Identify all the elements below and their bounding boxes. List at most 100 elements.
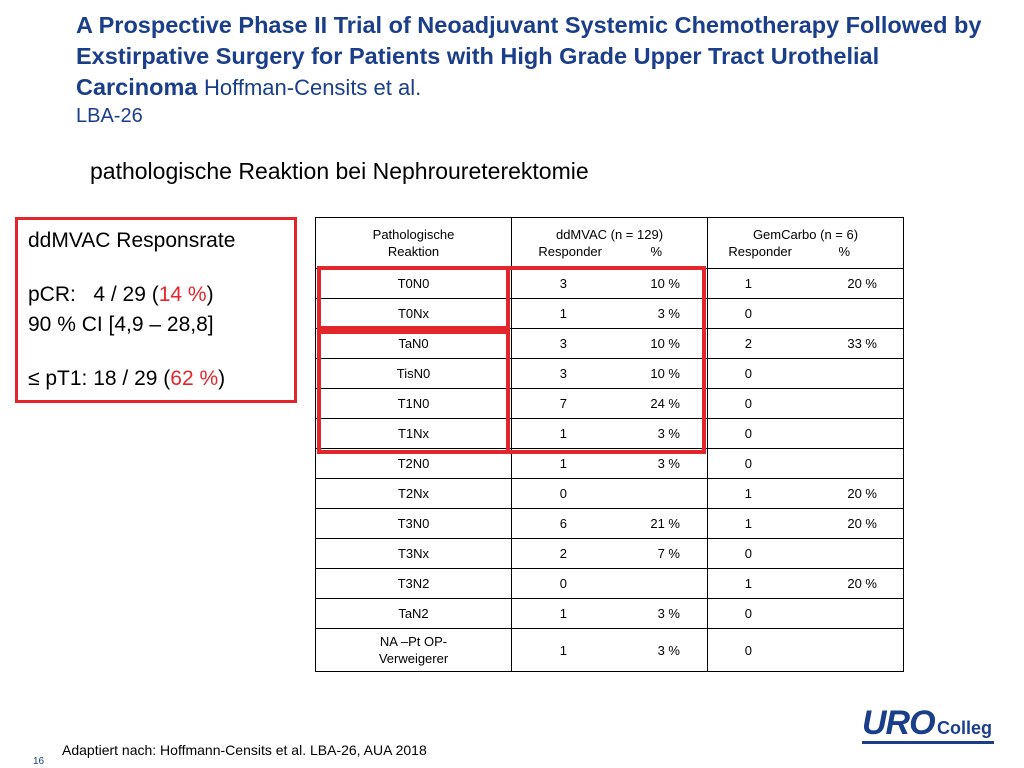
footer-source: Adaptiert nach: Hoffmann-Censits et al. … <box>62 742 427 758</box>
ddmvac-cell-percent: 3 % <box>657 606 680 621</box>
gemcarbo-cell: 2 33 % <box>707 328 904 359</box>
logo-underline <box>862 741 994 744</box>
ddmvac-cell-count: 1 <box>559 642 567 658</box>
header-gemcarbo: GemCarbo (n = 6) Responder % <box>707 217 904 269</box>
ddmvac-cell: 3 10 % <box>511 328 708 359</box>
table-row: T3N0 6 21 % 1 20 % <box>315 508 904 539</box>
gemcarbo-cell: 0 <box>707 628 904 672</box>
pcr-value: 14 % <box>158 283 207 306</box>
highlight-pcr-box <box>317 266 510 330</box>
ddmvac-cell-count: 1 <box>559 456 567 471</box>
title-authors: Hoffman-Censits et al. <box>204 75 422 100</box>
gemcarbo-cell-count: 0 <box>744 396 752 411</box>
ddmvac-cell: 1 3 % <box>511 298 708 329</box>
logo-colleg: Colleg <box>937 718 993 738</box>
ddmvac-cell: 1 3 % <box>511 628 708 672</box>
row-label: T2Nx <box>315 478 512 509</box>
logo-uro: URO <box>862 704 936 742</box>
pt1-suffix: ) <box>218 367 226 390</box>
slide-subtitle: pathologische Reaktion bei Nephrouretere… <box>90 158 589 184</box>
page-number: 16 <box>33 756 45 767</box>
results-table: Pathologische Reaktion ddMVAC (n = 129) … <box>315 217 904 672</box>
results-table-wrap: Pathologische Reaktion ddMVAC (n = 129) … <box>315 217 904 672</box>
gemcarbo-cell-count: 0 <box>744 642 752 658</box>
gemcarbo-cell: 0 <box>707 448 904 479</box>
ddmvac-cell-percent: 10 % <box>650 366 680 381</box>
gemcarbo-cell: 0 <box>707 298 904 329</box>
header-gemcarbo-title: GemCarbo (n = 6) <box>752 227 859 242</box>
table-row: T0Nx 1 3 % 0 <box>315 298 904 329</box>
ddmvac-cell-percent: 10 % <box>650 276 680 291</box>
spacer <box>28 256 294 280</box>
row-label: T1Nx <box>315 418 512 449</box>
row-label: T3N0 <box>315 508 512 539</box>
gemcarbo-cell: 1 20 % <box>707 478 904 509</box>
gemcarbo-cell: 1 20 % <box>707 508 904 539</box>
ddmvac-cell-count: 0 <box>559 576 567 591</box>
ddmvac-cell-percent: 7 % <box>657 546 680 561</box>
ddmvac-cell-percent: 3 % <box>657 456 680 471</box>
ddmvac-cell: 3 10 % <box>511 358 708 389</box>
gemcarbo-cell-count: 0 <box>744 426 752 441</box>
row-label-line1: NA –Pt OP- <box>379 634 448 649</box>
ddmvac-cell-percent: 3 % <box>657 426 680 441</box>
gemcarbo-cell: 0 <box>707 418 904 449</box>
header-ddmvac-percent: % <box>650 244 662 259</box>
gemcarbo-cell: 0 <box>707 358 904 389</box>
table-row: TaN2 1 3 % 0 <box>315 598 904 629</box>
gemcarbo-cell-count: 0 <box>744 306 752 321</box>
ddmvac-cell: 0 <box>511 478 708 509</box>
header-reaction-line2: Reaktion <box>387 244 440 259</box>
gemcarbo-cell-percent: 20 % <box>847 486 877 501</box>
pt1-line: ≤ pT1: 18 / 29 (62 %) <box>28 364 294 394</box>
table-row: T2N0 1 3 % 0 <box>315 448 904 479</box>
row-label: TaN2 <box>315 598 512 629</box>
gemcarbo-cell-percent: 33 % <box>847 336 877 351</box>
header-ddmvac-title: ddMVAC (n = 129) <box>555 227 664 242</box>
gemcarbo-cell-count: 0 <box>744 366 752 381</box>
table-row: T3N2 0 1 20 % <box>315 568 904 599</box>
table-row: T3Nx 2 7 % 0 <box>315 538 904 569</box>
ddmvac-cell-percent: 10 % <box>650 336 680 351</box>
gemcarbo-cell: 1 20 % <box>707 268 904 299</box>
response-heading: ddMVAC Responsrate <box>28 229 236 252</box>
spacer <box>28 340 294 364</box>
table-header-row: Pathologische Reaktion ddMVAC (n = 129) … <box>315 217 904 269</box>
row-label: T1N0 <box>315 388 512 419</box>
ddmvac-cell: 6 21 % <box>511 508 708 539</box>
ddmvac-cell-count: 7 <box>559 396 567 411</box>
pt1-value: 62 % <box>170 367 219 390</box>
pcr-line: pCR: 4 / 29 (14 %) <box>28 280 294 310</box>
row-label: NA –Pt OP- Verweigerer <box>315 628 512 672</box>
ddmvac-cell-count: 3 <box>559 336 567 351</box>
ddmvac-cell-count: 1 <box>559 306 567 321</box>
table-row: T1N0 7 24 % 0 <box>315 388 904 419</box>
gemcarbo-cell-count: 0 <box>744 456 752 471</box>
gemcarbo-cell-count: 1 <box>744 516 752 531</box>
ddmvac-cell-count: 1 <box>559 606 567 621</box>
gemcarbo-cell-count: 1 <box>744 576 752 591</box>
header-ddmvac: ddMVAC (n = 129) Responder % <box>511 217 708 269</box>
ddmvac-cell-percent: 3 % <box>657 306 680 321</box>
table-row: TisN0 3 10 % 0 <box>315 358 904 389</box>
header-gemcarbo-percent: % <box>838 244 850 259</box>
ddmvac-cell-count: 3 <box>559 276 567 291</box>
highlight-pt1-box <box>317 330 510 454</box>
gemcarbo-cell: 1 20 % <box>707 568 904 599</box>
table-row: T1Nx 1 3 % 0 <box>315 418 904 449</box>
header-reaction: Pathologische Reaktion <box>315 217 512 269</box>
urocolleg-logo: URO Colleg <box>862 704 1002 744</box>
gemcarbo-cell-count: 1 <box>744 486 752 501</box>
header-ddmvac-sub: Responder % <box>512 243 707 260</box>
row-label: T3Nx <box>315 538 512 569</box>
title-main: A Prospective Phase II Trial of Neoadjuv… <box>76 12 982 100</box>
header-reaction-line1: Pathologische <box>372 227 455 242</box>
gemcarbo-cell: 0 <box>707 598 904 629</box>
gemcarbo-cell-count: 1 <box>744 276 752 291</box>
ddmvac-cell-count: 2 <box>559 546 567 561</box>
ddmvac-cell-count: 0 <box>559 486 567 501</box>
pcr-suffix: ) <box>206 283 214 306</box>
ddmvac-cell: 1 3 % <box>511 598 708 629</box>
ddmvac-cell-count: 1 <box>559 426 567 441</box>
gemcarbo-cell: 0 <box>707 388 904 419</box>
